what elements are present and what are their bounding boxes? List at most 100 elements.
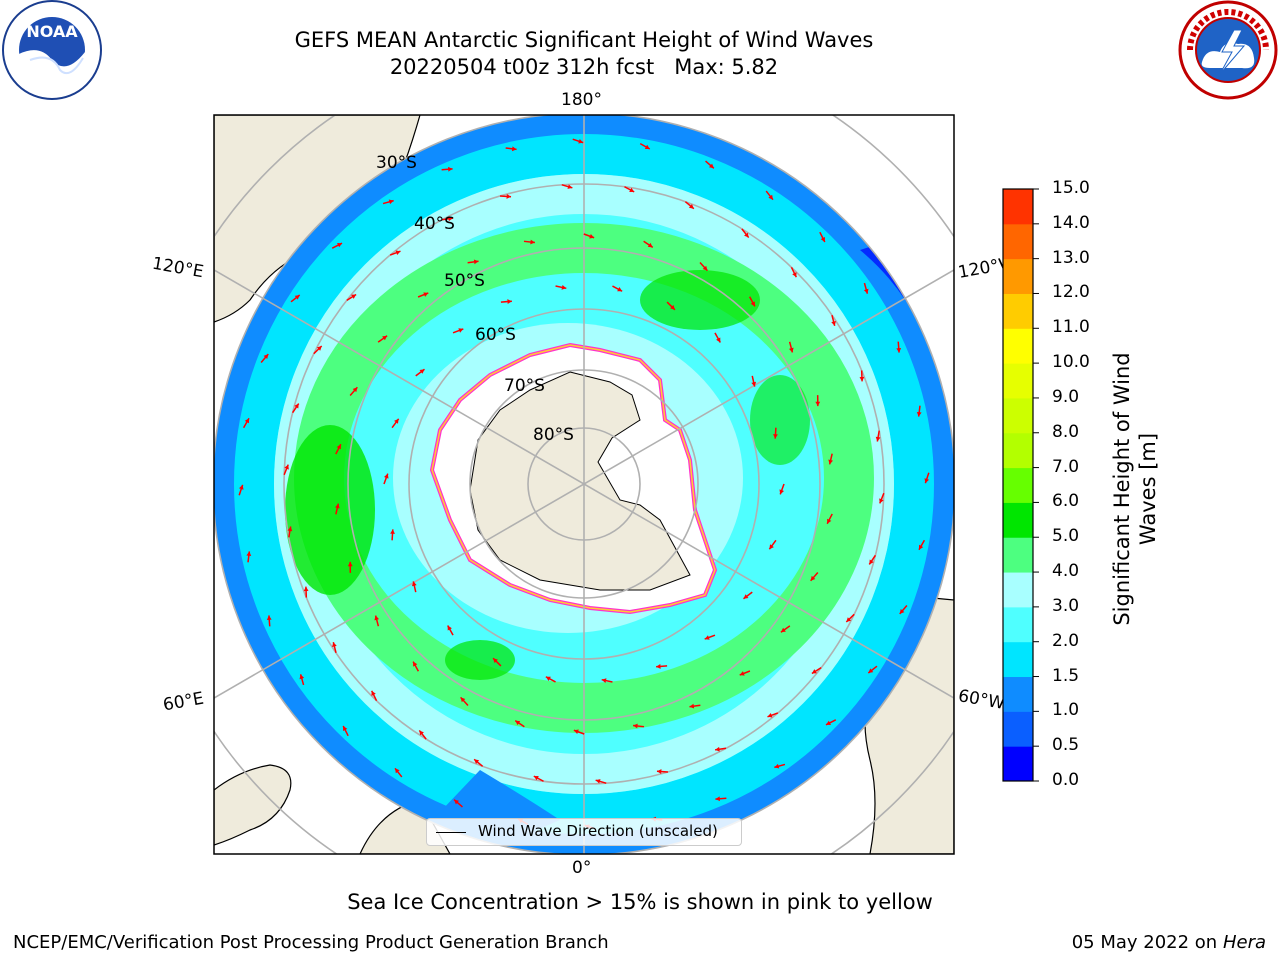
wave-arrow-head <box>815 401 821 407</box>
wave-arrow-head <box>423 292 429 297</box>
wave-arrow-head <box>715 796 720 802</box>
wave-arrow-head <box>316 345 322 351</box>
chart-title: GEFS MEAN Antarctic Significant Height o… <box>294 28 874 52</box>
wave-arrow-head <box>702 265 708 271</box>
wave-arrow-head <box>810 575 816 581</box>
wave-arrow-head <box>831 320 836 326</box>
wave-arrow-head <box>780 627 786 633</box>
wave-arrow-head <box>820 237 825 243</box>
wave-arrow-head <box>419 730 424 736</box>
wave-arrow-head <box>530 239 535 245</box>
wave-arrow-head <box>337 243 343 248</box>
wave-arrow-head <box>788 347 794 353</box>
colorbar-tick-label: 11.0 <box>1052 317 1090 338</box>
wave-arrow-head <box>419 369 425 374</box>
map-legend: Wind Wave Direction (unscaled) <box>426 818 742 846</box>
colorbar-tick-label: 1.5 <box>1052 665 1080 686</box>
colorbar-tick-label: 1.0 <box>1052 700 1080 721</box>
wave-arrow-head <box>394 418 399 424</box>
colorbar-tick-label: 3.0 <box>1052 595 1080 616</box>
colorbar-tick-label: 2.0 <box>1052 630 1080 651</box>
wave-arrow-head <box>448 216 453 222</box>
lat-label-80s: 80°S <box>533 425 574 445</box>
wave-arrow-head <box>589 234 595 239</box>
wave-arrow-head <box>473 259 479 265</box>
wave-arrow-head <box>875 436 881 442</box>
colorbar-tick-label: 12.0 <box>1052 282 1090 303</box>
graticule <box>214 115 954 854</box>
footer-host: Hera <box>1222 932 1266 953</box>
wave-arrow-head <box>656 664 661 669</box>
colorbar-title: Significant Height of Wind Waves [m] <box>1110 352 1160 626</box>
wave-arrow-head <box>454 799 460 805</box>
footer-date: 05 May 2022 on Hera <box>1072 932 1266 953</box>
wave-arrow-head <box>811 669 817 674</box>
wave-arrow-head <box>896 348 902 353</box>
wave-arrow-head <box>447 625 452 631</box>
colorbar-block <box>1003 711 1033 747</box>
colorbar-tick-label: 10.0 <box>1052 352 1090 373</box>
wave-arrow-head <box>284 464 289 470</box>
wave-arrow-head <box>294 403 299 409</box>
colorbar-block <box>1003 746 1033 782</box>
wave-arrow-head <box>458 328 464 333</box>
wave-arrow-head <box>792 272 797 278</box>
wave-arrow-head <box>869 559 874 565</box>
wave-arrow-head <box>246 551 252 557</box>
colorbar-block <box>1003 258 1033 294</box>
colorbar <box>1002 188 1039 782</box>
colorbar-tick-label: 7.0 <box>1052 456 1080 477</box>
wave-arrow-head <box>351 294 357 299</box>
wave-arrow-head <box>629 187 635 192</box>
wave-arrow-head <box>879 498 884 504</box>
wave-arrow-head <box>827 518 832 524</box>
wave-arrow-head <box>303 586 309 592</box>
colorbar-block <box>1003 502 1033 538</box>
wave-arrow-head <box>507 299 512 304</box>
wave-arrow-head <box>773 434 778 439</box>
colorbar-tick-label: 14.0 <box>1052 212 1090 233</box>
wave-arrow-head <box>395 768 400 774</box>
wave-arrow-head <box>633 723 638 729</box>
wave-arrow-head <box>347 561 353 567</box>
noaa-logo: NOAA <box>2 0 102 100</box>
wave-arrow-head <box>670 305 675 310</box>
sea-ice-caption: Sea Ice Concentration > 15% is shown in … <box>347 890 933 914</box>
lat-label-60s: 60°S <box>475 325 516 345</box>
wave-arrow-head <box>859 376 865 382</box>
chart-subtitle: 20220504 t00z 312h fcst Max: 5.82 <box>389 55 779 79</box>
wave-arrow-head <box>511 146 517 152</box>
wave-arrow-head <box>868 668 874 673</box>
colorbar-tick-label: 5.0 <box>1052 526 1080 547</box>
wave-arrow-head <box>460 697 466 703</box>
colorbar-block <box>1003 223 1033 260</box>
wave-arrow-head <box>744 232 749 238</box>
lat-label-40s: 40°S <box>414 214 455 234</box>
colorbar-block <box>1003 328 1033 364</box>
lon-label-0: 0° <box>572 858 592 878</box>
wave-direction-arrows <box>238 138 930 830</box>
colorbar-block <box>1003 641 1033 678</box>
wave-arrow-head <box>916 411 922 417</box>
wave-arrow-head <box>474 759 480 764</box>
wave-arrow-head <box>266 615 272 620</box>
wave-arrow-head <box>715 746 720 752</box>
colorbar-tick-label: 13.0 <box>1052 247 1090 268</box>
wave-arrow-head <box>374 615 380 621</box>
wave-arrow-head <box>704 635 710 640</box>
wave-arrow-head <box>371 690 376 696</box>
colorbar-block <box>1003 397 1033 434</box>
wave-arrow-head <box>708 163 714 169</box>
wave-arrow-head <box>384 473 389 479</box>
lat-label-70s: 70°S <box>504 376 545 396</box>
wave-arrow-head <box>352 387 358 393</box>
wave-arrow-head <box>336 444 341 450</box>
colorbar-tick-label: 4.0 <box>1052 561 1080 582</box>
wave-arrow-head <box>515 720 521 726</box>
colorbar-tick-label: 8.0 <box>1052 421 1080 442</box>
wave-arrow-head <box>299 674 305 680</box>
map-frame <box>213 114 955 855</box>
wave-arrow-head <box>688 204 694 209</box>
wave-arrow-head <box>739 671 745 676</box>
